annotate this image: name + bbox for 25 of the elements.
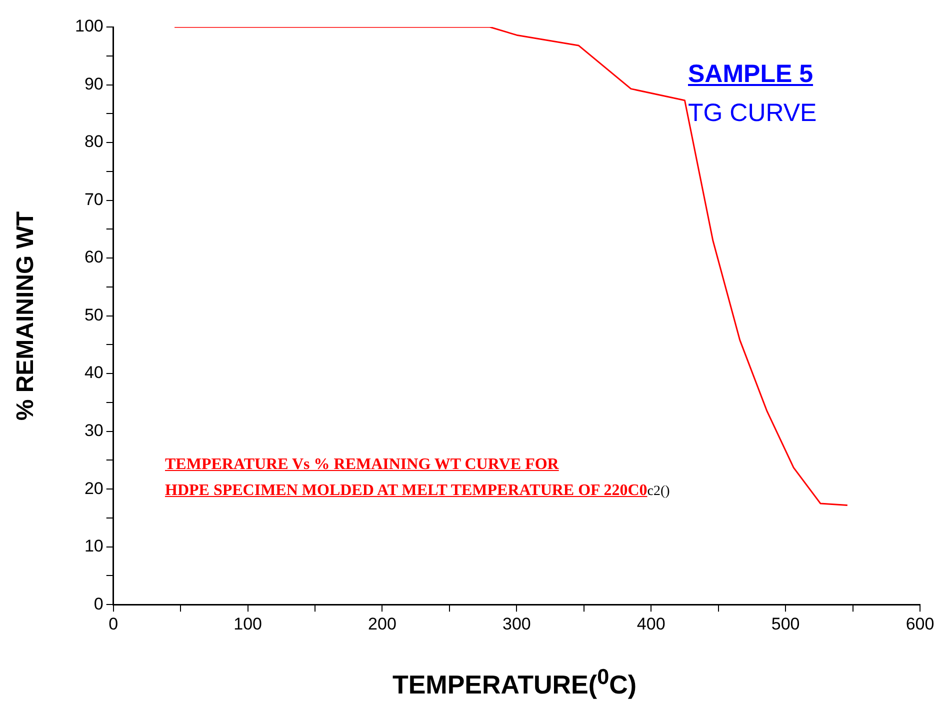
y-tick-label: 100 [74,16,104,36]
y-tick-label: 0 [94,594,104,614]
x-tick-label: 300 [502,614,531,634]
y-tick-label: 30 [84,421,104,440]
y-tick-label: 20 [84,478,104,498]
y-tick-label: 10 [84,536,104,556]
x-tick-label: 0 [108,614,118,634]
x-tick-label: 400 [636,614,666,634]
y-tick-label: 50 [84,305,104,324]
x-tick-label: 600 [906,614,934,634]
annotation: c2() [647,484,670,500]
annotation: TEMPERATURE Vs % REMAINING WT CURVE FOR [165,456,559,474]
x-tick-label: 200 [368,614,396,634]
annotation: TG CURVE [688,99,817,128]
y-tick-label: 90 [84,74,104,94]
y-tick-label: 80 [84,132,104,152]
y-tick-label: 40 [84,363,104,382]
x-axis-title: TEMPERATURE($^{0}$C) [391,664,638,701]
y-axis-title: % REMAINING WT [12,211,40,421]
y-tick-label: 70 [84,190,104,209]
x-tick-label: 100 [234,614,262,634]
annotation: SAMPLE 5 [688,60,814,89]
annotation: HDPE SPECIMEN MOLDED AT MELT TEMPERATURE OF 220C0 [165,482,648,500]
x-tick-label: 500 [771,614,800,634]
y-tick-label: 60 [84,248,104,267]
